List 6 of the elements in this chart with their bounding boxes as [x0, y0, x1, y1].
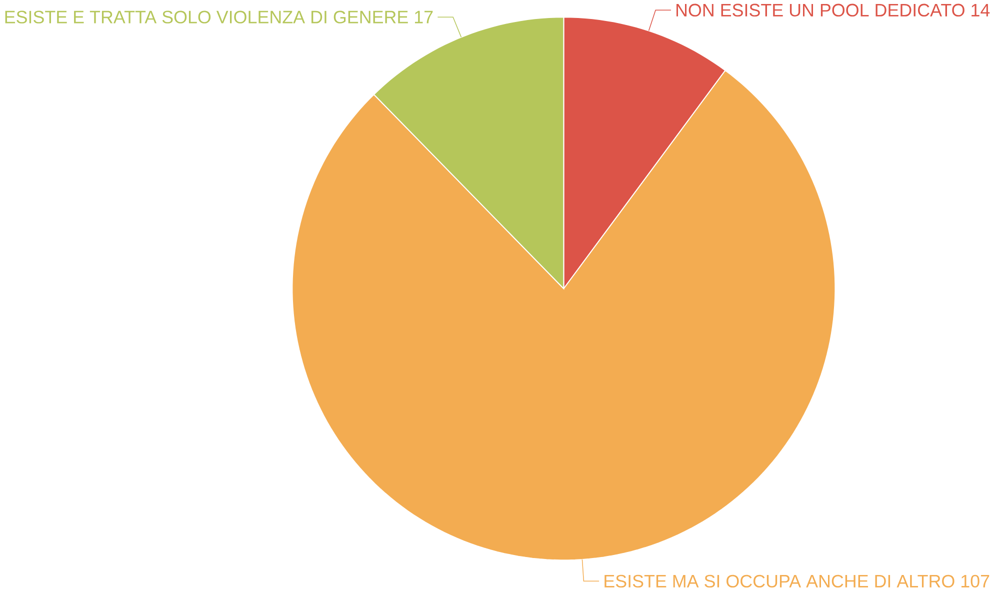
slice-label: ESISTE MA SI OCCUPA ANCHE DI ALTRO [604, 574, 954, 588]
data-label: 14 [972, 4, 990, 16]
slice-label: NON ESISTE UN POOL DEDICATO [676, 4, 964, 16]
data-label: 107 [961, 574, 990, 588]
slice-label: ESISTE E TRATTA SOLO VIOLENZA DI GENERE [5, 10, 408, 24]
data-label: 17 [414, 10, 433, 24]
